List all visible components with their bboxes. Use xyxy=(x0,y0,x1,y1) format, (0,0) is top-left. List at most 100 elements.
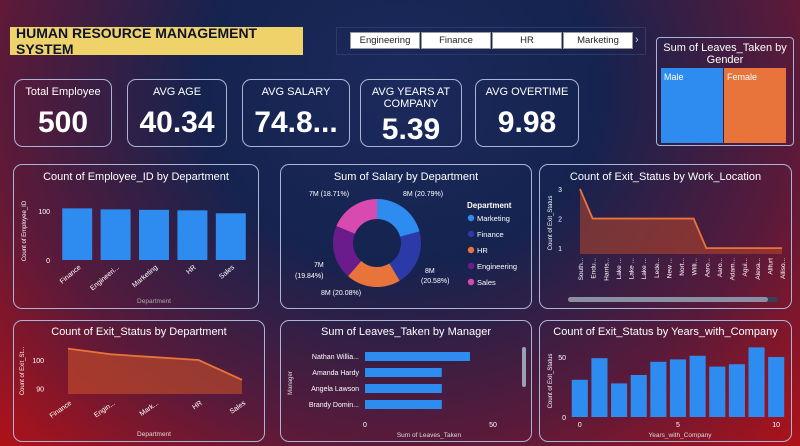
bar xyxy=(365,384,442,393)
y-tick-label: Amanda Hardy xyxy=(312,370,359,377)
data-label: 7M (18.71%) xyxy=(309,191,349,198)
x-tick-label: Lake ... xyxy=(641,258,648,280)
bar xyxy=(100,209,131,260)
x-tick-label: Nort... xyxy=(679,258,686,276)
page-title: HUMAN RESOURCE MANAGEMENT SYSTEM xyxy=(10,25,303,57)
legend-marker xyxy=(467,214,475,222)
bar xyxy=(689,355,706,417)
y-tick-label: 50 xyxy=(558,355,566,362)
vertical-scrollbar[interactable] xyxy=(522,347,526,387)
salary-by-department-card: Sum of Salary by Department 8M (20.79%) 8… xyxy=(280,164,532,309)
x-tick-label: Willi... xyxy=(692,258,699,276)
bar xyxy=(748,347,765,417)
kpi-label: AVG AGE xyxy=(152,86,202,98)
x-tick-label: Aaro... xyxy=(704,258,711,277)
y-tick-label: 100 xyxy=(38,209,50,216)
donut-slice xyxy=(377,199,420,237)
exit-by-department-chart: 100 90 Count of Exit_St... Department Financ… xyxy=(20,346,248,438)
data-label: (19.84%) xyxy=(295,273,323,280)
x-tick-label: 0 xyxy=(363,422,367,429)
treemap-male[interactable]: Male xyxy=(661,68,723,143)
data-label: 7M xyxy=(314,262,324,269)
area-fill xyxy=(68,348,242,394)
bar xyxy=(591,358,608,417)
y-tick-label: 0 xyxy=(562,415,566,422)
bar xyxy=(571,379,588,417)
data-label: 8M (20.08%) xyxy=(321,290,361,297)
bar xyxy=(709,366,726,417)
data-label: 8M xyxy=(425,268,435,275)
x-tick-label: Agui... xyxy=(742,258,749,277)
x-tick-label: Endu... xyxy=(591,258,598,279)
x-tick-label: Aaro... xyxy=(717,258,724,277)
legend-item: HR xyxy=(477,246,488,255)
leaves-by-gender-card: Sum of Leaves_Taken by Gender Male Femal… xyxy=(656,37,794,146)
scrollbar-thumb[interactable] xyxy=(568,297,768,302)
exit-by-location-chart: 3 2 1 Count of Exit_Status South... Endu... Ha… xyxy=(548,187,787,281)
bar xyxy=(365,400,442,409)
treemap-female[interactable]: Female xyxy=(724,68,786,143)
bar xyxy=(768,357,785,417)
chart-title: Sum of Salary by Department xyxy=(333,171,479,183)
bar xyxy=(630,375,647,417)
y-tick-label: 100 xyxy=(32,358,44,365)
bar xyxy=(62,208,93,260)
slicer-item-finance[interactable]: Finance xyxy=(421,32,491,49)
legend-item: Finance xyxy=(477,230,504,239)
kpi-value: 5.39 xyxy=(381,113,441,146)
leaves-by-manager-chart: Nathan Willia... Amanda Hardy Angela Lawso… xyxy=(288,352,497,439)
kpi-avg-overtime: AVG OVERTIME 9.98 xyxy=(475,79,579,147)
x-tick-label: Lede... xyxy=(654,258,661,278)
slicer-item-marketing[interactable]: Marketing xyxy=(563,32,633,49)
x-tick-label: Marketing xyxy=(131,264,159,289)
bar xyxy=(365,352,470,361)
kpi-label: Total Employee xyxy=(25,86,101,98)
x-tick-label: 50 xyxy=(489,422,497,429)
y-axis-label: Count of Exit_Status xyxy=(548,354,554,409)
y-tick-label: 2 xyxy=(558,217,562,224)
y-axis-label: Count of Exit_Status xyxy=(548,196,554,251)
x-tick-label: Allfurt xyxy=(767,258,774,275)
bar xyxy=(650,361,667,417)
y-axis-label: Manager xyxy=(288,371,294,395)
kpi-label: AVG OVERTIME xyxy=(485,86,569,98)
x-tick-label: South... xyxy=(578,258,585,281)
slicer-item-engineering[interactable]: Engineering xyxy=(350,32,420,49)
x-tick-label: Lake ... xyxy=(616,258,623,280)
x-tick-label: HR xyxy=(191,400,203,412)
slicer-item-hr[interactable]: HR xyxy=(492,32,562,49)
y-axis-label: Count of Exit_St... xyxy=(20,346,26,395)
treemap-label: Male xyxy=(664,72,684,82)
horizontal-scrollbar[interactable] xyxy=(568,297,778,302)
kpi-value: 500 xyxy=(37,106,89,139)
x-axis-label: Department xyxy=(137,298,171,305)
legend-marker xyxy=(467,246,475,254)
bar xyxy=(177,210,208,260)
y-tick-label: Brandy Domin... xyxy=(309,402,359,409)
x-tick-label: Engin... xyxy=(93,400,117,419)
kpi-total-employee: Total Employee 500 xyxy=(14,79,112,147)
x-tick-label: Finance xyxy=(49,400,74,420)
legend-title: Department xyxy=(467,201,512,210)
y-tick-label: Nathan Willia... xyxy=(312,354,359,361)
y-tick-label: 3 xyxy=(558,187,562,194)
legend-item: Marketing xyxy=(477,214,510,223)
x-tick-label: Engineeri... xyxy=(89,264,121,292)
chart-title: Count of Exit_Status by Department xyxy=(51,326,227,338)
bar xyxy=(215,213,246,260)
y-tick-label: Angela Lawson xyxy=(311,386,359,393)
bar xyxy=(139,209,169,260)
y-tick-label: 1 xyxy=(558,246,562,253)
kpi-avg-salary: AVG SALARY 74.8... xyxy=(242,79,350,147)
x-tick-label: HR xyxy=(185,264,197,276)
y-tick-label: 0 xyxy=(46,258,50,265)
chevron-right-icon[interactable]: › xyxy=(635,34,639,46)
legend-marker xyxy=(467,262,475,270)
kpi-label: AVG YEARS AT COMPANY xyxy=(371,86,451,110)
x-tick-label: 0 xyxy=(578,422,582,429)
x-tick-label: Lake ... xyxy=(629,258,636,280)
kpi-value: 40.34 xyxy=(139,106,215,139)
donut-slice xyxy=(389,231,421,281)
employee-by-department-card: Count of Employee_ID by Department 100 0 C… xyxy=(13,164,259,309)
